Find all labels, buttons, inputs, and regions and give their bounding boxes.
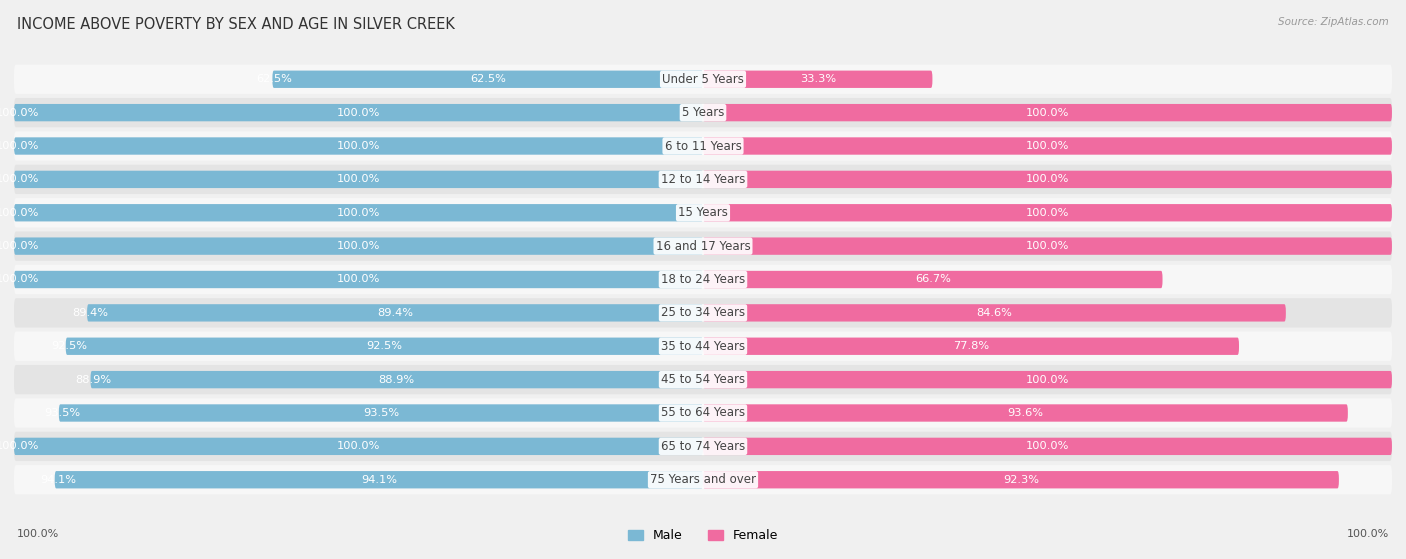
Text: 100.0%: 100.0% (1026, 208, 1069, 218)
FancyBboxPatch shape (14, 465, 1392, 494)
Text: 100.0%: 100.0% (337, 208, 380, 218)
Text: 100.0%: 100.0% (1026, 375, 1069, 385)
FancyBboxPatch shape (14, 65, 1392, 94)
FancyBboxPatch shape (14, 298, 1392, 328)
Text: 93.5%: 93.5% (44, 408, 80, 418)
Text: INCOME ABOVE POVERTY BY SEX AND AGE IN SILVER CREEK: INCOME ABOVE POVERTY BY SEX AND AGE IN S… (17, 17, 454, 32)
FancyBboxPatch shape (14, 365, 1392, 394)
Text: 15 Years: 15 Years (678, 206, 728, 219)
Text: Under 5 Years: Under 5 Years (662, 73, 744, 86)
FancyBboxPatch shape (14, 238, 703, 255)
Text: 93.5%: 93.5% (363, 408, 399, 418)
FancyBboxPatch shape (703, 170, 1392, 188)
FancyBboxPatch shape (14, 165, 1392, 194)
FancyBboxPatch shape (55, 471, 703, 489)
Text: 100.0%: 100.0% (337, 108, 380, 117)
FancyBboxPatch shape (14, 104, 703, 121)
Text: 92.3%: 92.3% (1002, 475, 1039, 485)
Text: 6 to 11 Years: 6 to 11 Years (665, 140, 741, 153)
FancyBboxPatch shape (59, 404, 703, 421)
Text: 62.5%: 62.5% (470, 74, 506, 84)
Text: 100.0%: 100.0% (337, 174, 380, 184)
Text: 33.3%: 33.3% (800, 74, 835, 84)
Text: 94.1%: 94.1% (361, 475, 396, 485)
Text: 100.0%: 100.0% (0, 274, 39, 285)
Text: 100.0%: 100.0% (0, 174, 39, 184)
Text: 88.9%: 88.9% (76, 375, 111, 385)
Text: 25 to 34 Years: 25 to 34 Years (661, 306, 745, 319)
Text: 89.4%: 89.4% (72, 308, 108, 318)
Text: 65 to 74 Years: 65 to 74 Years (661, 440, 745, 453)
Text: 100.0%: 100.0% (1026, 174, 1069, 184)
FancyBboxPatch shape (703, 338, 1239, 355)
FancyBboxPatch shape (14, 231, 1392, 261)
Text: 100.0%: 100.0% (0, 442, 39, 451)
FancyBboxPatch shape (703, 238, 1392, 255)
Text: Source: ZipAtlas.com: Source: ZipAtlas.com (1278, 17, 1389, 27)
Text: 88.9%: 88.9% (378, 375, 415, 385)
Text: 100.0%: 100.0% (1026, 442, 1069, 451)
Text: 100.0%: 100.0% (337, 274, 380, 285)
Text: 93.6%: 93.6% (1008, 408, 1043, 418)
Text: 100.0%: 100.0% (1347, 529, 1389, 539)
Text: 100.0%: 100.0% (17, 529, 59, 539)
FancyBboxPatch shape (703, 371, 1392, 389)
FancyBboxPatch shape (703, 471, 1339, 489)
Text: 100.0%: 100.0% (0, 208, 39, 218)
Text: 84.6%: 84.6% (977, 308, 1012, 318)
FancyBboxPatch shape (14, 138, 703, 155)
Legend: Male, Female: Male, Female (623, 524, 783, 547)
FancyBboxPatch shape (14, 399, 1392, 428)
FancyBboxPatch shape (14, 271, 703, 288)
Text: 100.0%: 100.0% (337, 241, 380, 251)
Text: 100.0%: 100.0% (1026, 108, 1069, 117)
Text: 75 Years and over: 75 Years and over (650, 473, 756, 486)
FancyBboxPatch shape (14, 131, 1392, 160)
Text: 45 to 54 Years: 45 to 54 Years (661, 373, 745, 386)
FancyBboxPatch shape (273, 70, 703, 88)
Text: 100.0%: 100.0% (1026, 241, 1069, 251)
Text: 100.0%: 100.0% (337, 442, 380, 451)
FancyBboxPatch shape (703, 70, 932, 88)
Text: 35 to 44 Years: 35 to 44 Years (661, 340, 745, 353)
Text: 62.5%: 62.5% (257, 74, 292, 84)
FancyBboxPatch shape (87, 304, 703, 321)
Text: 16 and 17 Years: 16 and 17 Years (655, 240, 751, 253)
Text: 94.1%: 94.1% (39, 475, 76, 485)
FancyBboxPatch shape (703, 104, 1392, 121)
FancyBboxPatch shape (14, 198, 1392, 228)
FancyBboxPatch shape (703, 404, 1348, 421)
FancyBboxPatch shape (703, 438, 1392, 455)
FancyBboxPatch shape (14, 438, 703, 455)
FancyBboxPatch shape (66, 338, 703, 355)
FancyBboxPatch shape (90, 371, 703, 389)
FancyBboxPatch shape (14, 432, 1392, 461)
FancyBboxPatch shape (14, 98, 1392, 127)
Text: 89.4%: 89.4% (377, 308, 413, 318)
FancyBboxPatch shape (703, 204, 1392, 221)
FancyBboxPatch shape (703, 271, 1163, 288)
FancyBboxPatch shape (703, 304, 1286, 321)
Text: 77.8%: 77.8% (953, 341, 988, 351)
Text: 55 to 64 Years: 55 to 64 Years (661, 406, 745, 419)
Text: 66.7%: 66.7% (915, 274, 950, 285)
Text: 92.5%: 92.5% (51, 341, 87, 351)
FancyBboxPatch shape (14, 170, 703, 188)
Text: 92.5%: 92.5% (367, 341, 402, 351)
FancyBboxPatch shape (14, 265, 1392, 294)
FancyBboxPatch shape (703, 138, 1392, 155)
Text: 100.0%: 100.0% (0, 241, 39, 251)
Text: 100.0%: 100.0% (337, 141, 380, 151)
FancyBboxPatch shape (14, 204, 703, 221)
Text: 100.0%: 100.0% (0, 108, 39, 117)
Text: 5 Years: 5 Years (682, 106, 724, 119)
FancyBboxPatch shape (14, 331, 1392, 361)
Text: 100.0%: 100.0% (0, 141, 39, 151)
Text: 12 to 14 Years: 12 to 14 Years (661, 173, 745, 186)
Text: 18 to 24 Years: 18 to 24 Years (661, 273, 745, 286)
Text: 100.0%: 100.0% (1026, 141, 1069, 151)
